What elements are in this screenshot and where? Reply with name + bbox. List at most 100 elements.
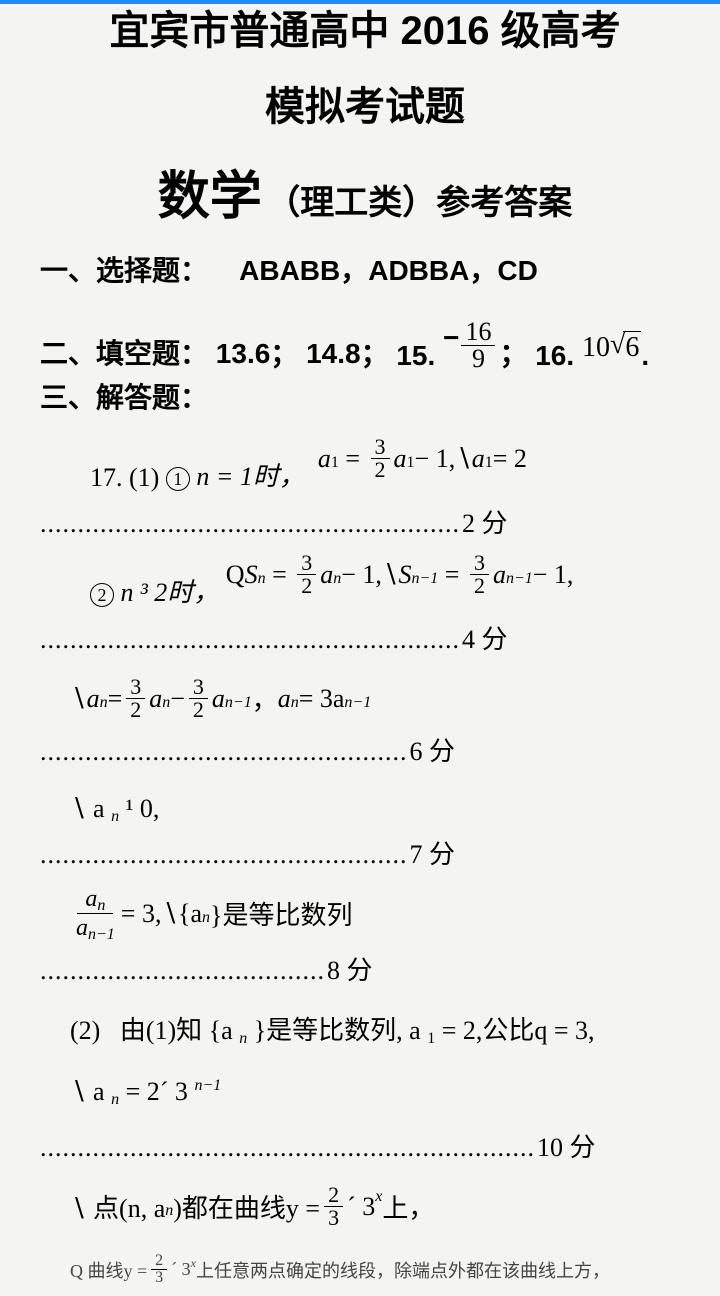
pmid: )都在曲线y =: [173, 1188, 320, 1225]
q17-ratio-line: an an−1 = 3,∖ {a n }是等比数列: [40, 887, 690, 940]
score-4: 4 分: [462, 619, 508, 656]
btail: 上任意两点确定的线段，除端点外都在该曲线上方，: [196, 1257, 610, 1283]
S2sub: n−1: [411, 570, 438, 588]
seq: {a: [209, 1016, 233, 1045]
q17-2-point: ∖ 点(n, a n )都在曲线y = 2 3 ´ 3 x 上，: [40, 1184, 690, 1229]
q17-2-label: (2): [70, 1016, 100, 1045]
res-eq: = 3a: [299, 684, 345, 714]
eq-a: a: [318, 444, 331, 474]
blank-14: 14.8；: [306, 332, 389, 372]
circled-1-icon: 1: [166, 467, 190, 491]
res-a: a: [278, 684, 291, 714]
bden: 3: [151, 1270, 167, 1286]
eq-sub2: 1: [407, 454, 415, 472]
num: 3: [297, 552, 316, 575]
tail: − 1,: [533, 560, 574, 590]
score-8: 8 分: [327, 950, 373, 987]
blank-16-rad: 6: [623, 331, 641, 364]
dots: ........................................…: [40, 840, 408, 870]
rnum-sub: n: [97, 897, 105, 914]
blank-16-suffix: .: [641, 340, 649, 372]
fsub: n: [111, 1091, 119, 1108]
subject-line: 数学 （理工类）参考答案: [40, 154, 690, 229]
pre: ∖: [70, 684, 87, 714]
section-1-label: 一、选择题：: [40, 255, 208, 286]
bsup: x: [191, 1256, 196, 1271]
rtail2: }是等比数列: [210, 895, 352, 932]
blank-15-neg: −: [443, 322, 459, 354]
question-17: 17. (1) 1 n = 1时， a 1 = 3 2 a 1 − 1,∖ a: [40, 448, 690, 1229]
q17-1-2-line: 2 n ³ 2时， Q S n = 3 2 a n − 1,∖ S n−1 =: [40, 564, 690, 609]
ppre: ∖ 点(n, a: [70, 1188, 165, 1225]
a: a: [320, 560, 333, 590]
dots: ........................................…: [40, 1133, 535, 1163]
section-1-choice: 一、选择题： ABABB，ADBBA，CD: [40, 249, 690, 289]
req: = 3,∖: [121, 899, 178, 929]
q17-1-2-cond: n ³ 2时，: [121, 572, 220, 609]
nzsub: n: [111, 808, 119, 825]
eq-sub: 1: [331, 454, 339, 472]
num2: 3: [189, 676, 208, 699]
pend: 上，: [382, 1188, 434, 1225]
score-10: 10 分: [537, 1127, 596, 1164]
exam-title-line2: 模拟考试题: [40, 74, 690, 132]
q-sym: Q: [226, 560, 245, 590]
asub: n: [333, 570, 341, 588]
section-2-label: 二、填空题：: [40, 332, 208, 372]
eq-a3: a: [472, 444, 485, 474]
score-6: 6 分: [410, 731, 456, 768]
eq-a2: a: [394, 444, 407, 474]
rden-sub: n−1: [88, 926, 115, 943]
blank-15-den: 9: [468, 346, 489, 372]
q17-1-1-eq: a 1 = 3 2 a 1 − 1,∖ a 1 = 2: [318, 436, 527, 481]
asub2: n: [162, 694, 170, 712]
section-2-fillblank: 二、填空题： 13.6； 14.8； 15. − 16 9 ； 16. 10 √…: [40, 319, 690, 372]
dots: ........................................…: [40, 625, 460, 655]
eq-val: = 2: [493, 444, 527, 474]
den: 2: [297, 575, 316, 597]
blank-15-prefix: 15.: [396, 340, 435, 372]
blank-13: 13.6；: [216, 332, 299, 372]
dots: ........................................…: [40, 509, 460, 539]
document-page: 宜宾市普通高中 2016 级高考 模拟考试题 数学 （理工类）参考答案 一、选择…: [0, 0, 720, 1286]
blank-16-sqrt: √ 6: [610, 331, 641, 364]
rtailsub: n: [202, 909, 210, 927]
comma: ，: [252, 680, 278, 717]
fpre: ∖ a: [70, 1077, 105, 1106]
blank-15-num: 16: [461, 319, 495, 346]
q17-2-line1: (2) 由(1)知 {a n }是等比数列, a 1 = 2,公比q = 3,: [40, 1003, 690, 1047]
q17-2-formula: ∖ a n = 2´ 3 n−1: [40, 1063, 690, 1107]
nztail: ¹ 0,: [126, 794, 160, 823]
a1sub: 1: [427, 1030, 435, 1047]
t3: = 2,公比q = 3,: [442, 1016, 595, 1045]
score-10-row: ........................................…: [40, 1127, 690, 1164]
pden: 3: [324, 1207, 343, 1229]
eq-tail: − 1,∖: [415, 444, 472, 474]
blank-16-coeff: 10: [582, 332, 610, 364]
circled-2-icon: 2: [90, 583, 114, 607]
mid: − 1,∖: [341, 560, 398, 590]
q17-nz-line: ∖ a n ¹ 0,: [40, 780, 690, 824]
bnum: 2: [151, 1253, 167, 1270]
a3: a: [212, 684, 225, 714]
score-4-row: ........................................…: [40, 619, 690, 656]
S2: S: [398, 560, 411, 590]
psup: x: [375, 1188, 382, 1206]
S: S: [245, 560, 258, 590]
score-2: 2 分: [462, 503, 508, 540]
section-3-label: 三、解答题：: [40, 376, 690, 416]
subject-main: 数学: [158, 168, 262, 226]
t1: 由(1)知: [120, 1016, 209, 1045]
frac-num: 3: [371, 436, 390, 459]
den2: 2: [470, 575, 489, 597]
pnum: 2: [324, 1184, 343, 1207]
score-6-row: ........................................…: [40, 731, 690, 768]
eq-sub3: 1: [485, 454, 493, 472]
asub3: n−1: [225, 694, 252, 712]
den: 2: [126, 699, 145, 721]
den2: 2: [189, 699, 208, 721]
res-sub: n: [291, 694, 299, 712]
exam-title-line1: 宜宾市普通高中 2016 级高考: [40, 0, 690, 56]
q17-1-1-cond: n = 1时，: [196, 456, 305, 493]
a2: a: [493, 560, 506, 590]
